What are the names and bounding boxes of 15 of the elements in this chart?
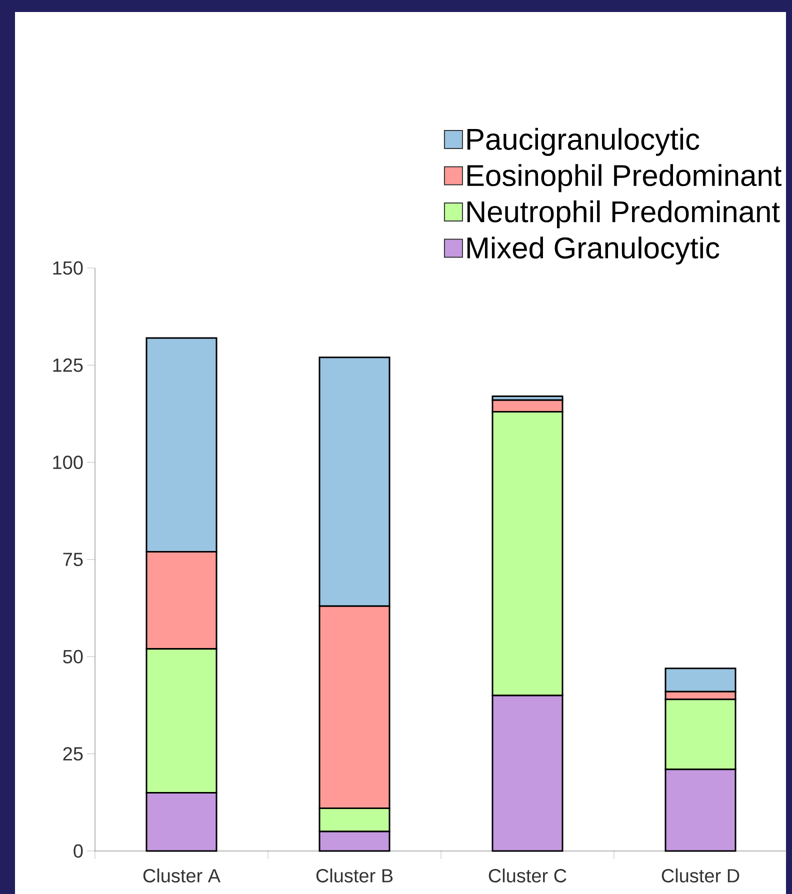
y-tick-label: 75 [63,552,83,566]
y-tick-label: 25 [63,747,83,761]
y-tick-label: 125 [53,358,83,372]
legend-label: Mixed Granulocytic [467,236,720,265]
legend-label: Paucigranulocytic [467,128,700,156]
x-tick-label: Cluster B [316,868,393,882]
legend-label: Neutrophil Predominant [467,200,780,228]
legend-label: Eosinophil Predominant [467,164,782,192]
y-tick-label: 0 [74,844,83,858]
y-tick-label: 50 [63,650,83,664]
y-tick-label: 100 [53,456,83,470]
x-tick-label: Cluster D [662,868,740,882]
x-tick-label: Cluster C [488,868,566,882]
y-tick-label: 150 [53,261,83,275]
x-tick-label: Cluster A [143,868,221,882]
